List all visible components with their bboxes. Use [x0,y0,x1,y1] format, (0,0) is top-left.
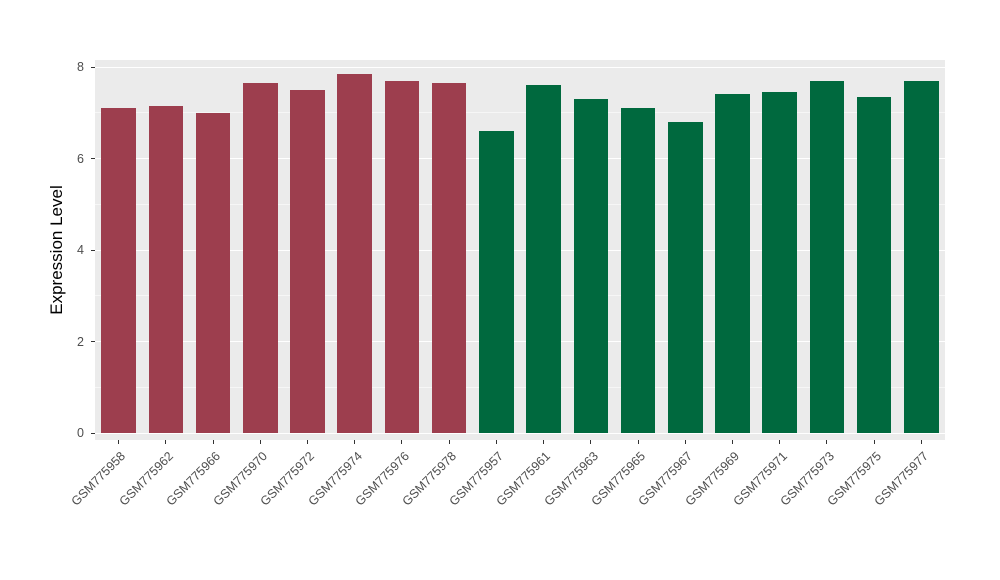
y-tick-mark [91,432,95,434]
bar-GSM775969 [715,94,750,433]
x-tick-mark [401,440,403,444]
bar-GSM775966 [195,112,231,433]
bar-GSM775973 [809,80,845,433]
gridline-major [95,432,945,434]
bar-GSM775961 [526,85,561,433]
x-tick-mark [543,440,545,444]
y-axis: 0 2 4 6 8 [0,60,95,440]
bar-GSM775958 [101,108,136,433]
x-tick-mark [920,440,922,444]
bar-GSM775962 [148,105,184,433]
y-tick-mark [91,341,95,342]
bar-GSM775977 [904,80,939,433]
x-tick-mark [779,440,781,444]
bar-GSM775971 [762,92,797,433]
y-tick-label: 4 [77,243,84,257]
x-tick-mark [873,440,875,444]
bar-GSM775972 [290,89,325,433]
bar-GSM775970 [243,83,278,433]
x-tick-mark [448,440,450,444]
bar-GSM775976 [384,80,420,433]
x-tick-mark [732,440,733,444]
x-tick-mark [684,440,686,444]
x-tick-mark [118,440,120,444]
gridline-major [95,249,945,251]
x-tick-mark [259,440,261,444]
y-tick-mark [91,249,95,251]
x-tick-mark [212,440,214,444]
y-tick-label: 6 [77,151,84,166]
gridline-major [95,158,945,159]
y-tick-label: 0 [77,426,84,440]
gridline-minor [95,386,945,388]
y-tick-mark [91,66,95,68]
gridline-minor [95,295,945,297]
gridline-minor [95,203,945,205]
x-tick-mark [826,440,828,444]
x-tick-mark [495,440,497,444]
x-tick-mark [590,440,592,444]
bar-GSM775957 [479,131,514,433]
y-tick-label: 8 [77,60,84,74]
bar-GSM775967 [668,121,703,433]
gridline-minor [95,112,945,114]
bar-GSM775978 [431,83,467,433]
bar-GSM775974 [337,73,372,433]
bar-GSM775975 [856,96,892,433]
bar-GSM775963 [573,99,609,433]
x-tick-mark [165,440,167,444]
gridline-major [95,341,945,342]
plot-panel [95,60,945,440]
x-tick-mark [354,440,356,444]
x-axis: GSM775958 GSM775962 GSM775966 GSM775970 GSM7… [69,440,945,550]
x-tick-mark [307,440,308,444]
bar-GSM775965 [620,108,656,433]
x-tick-mark [637,440,639,444]
gridline-major [95,66,945,68]
y-tick-label: 2 [77,334,84,349]
y-tick-mark [91,158,95,159]
